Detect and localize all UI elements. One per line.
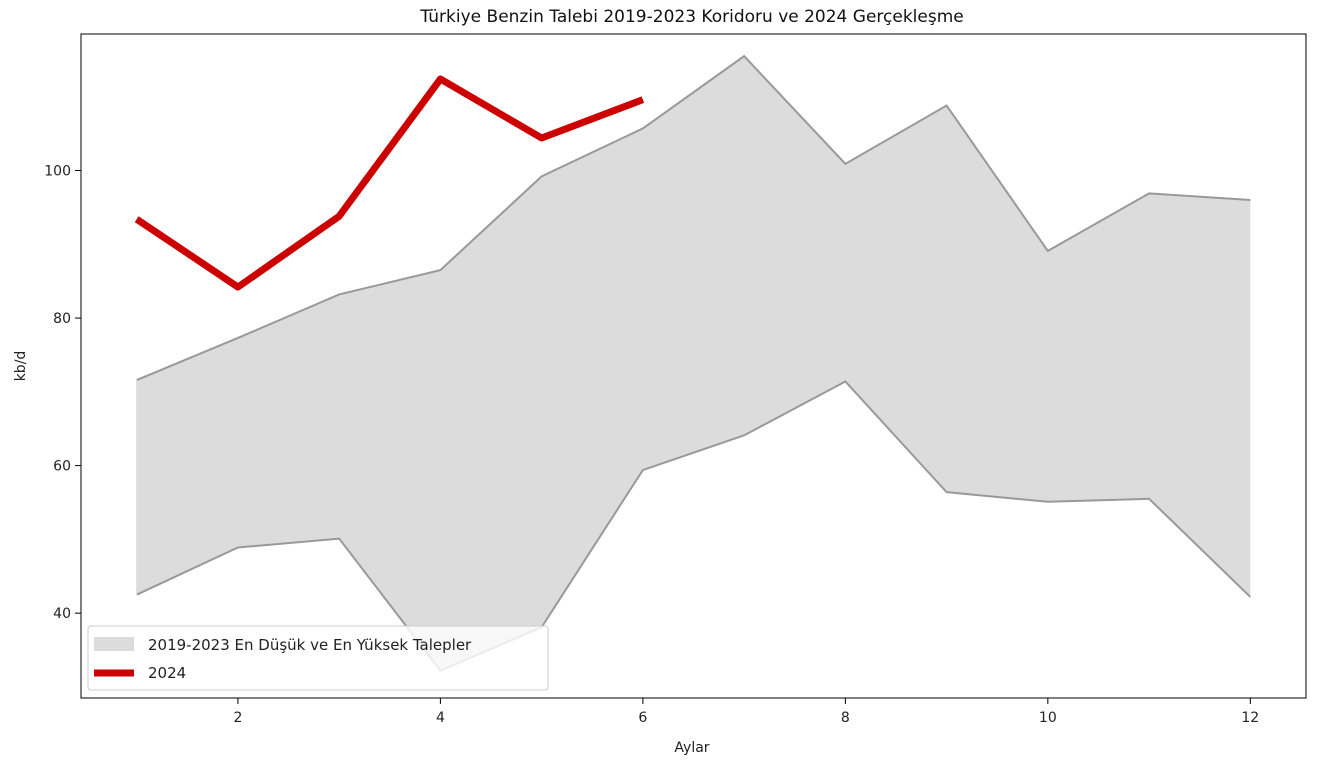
series-line-2024 (134, 75, 645, 291)
x-tick-label: 12 (1241, 710, 1259, 726)
plot-area (134, 54, 1252, 672)
x-axis-label: Aylar (674, 740, 709, 756)
legend-band-swatch (94, 637, 134, 651)
y-axis-label: kb/d (13, 351, 29, 382)
band-area (136, 56, 1251, 671)
x-axis: 2 4 6 8 10 12 (233, 698, 1259, 726)
legend-box (87, 625, 549, 691)
y-tick-label: 80 (53, 311, 71, 327)
x-tick-label: 4 (436, 710, 445, 726)
band-lower-edge (136, 380, 1252, 672)
x-tick-label: 2 (233, 710, 242, 726)
y-tick-label: 100 (44, 163, 71, 179)
legend-band-label: 2019-2023 En Düşük ve En Yüksek Talepler (148, 636, 472, 654)
band-upper-edge (136, 54, 1251, 381)
legend: 2019-2023 En Düşük ve En Yüksek Talepler… (87, 625, 549, 691)
x-tick-label: 10 (1039, 710, 1057, 726)
y-axis: 40 60 80 100 (44, 163, 81, 622)
y-tick-label: 60 (53, 459, 71, 475)
x-tick-label: 8 (841, 710, 850, 726)
x-tick-label: 6 (638, 710, 647, 726)
legend-2024-label: 2024 (148, 664, 186, 682)
y-tick-label: 40 (53, 606, 71, 622)
chart-title: Türkiye Benzin Talebi 2019-2023 Koridoru… (419, 7, 964, 27)
plot-frame (80, 33, 1307, 699)
